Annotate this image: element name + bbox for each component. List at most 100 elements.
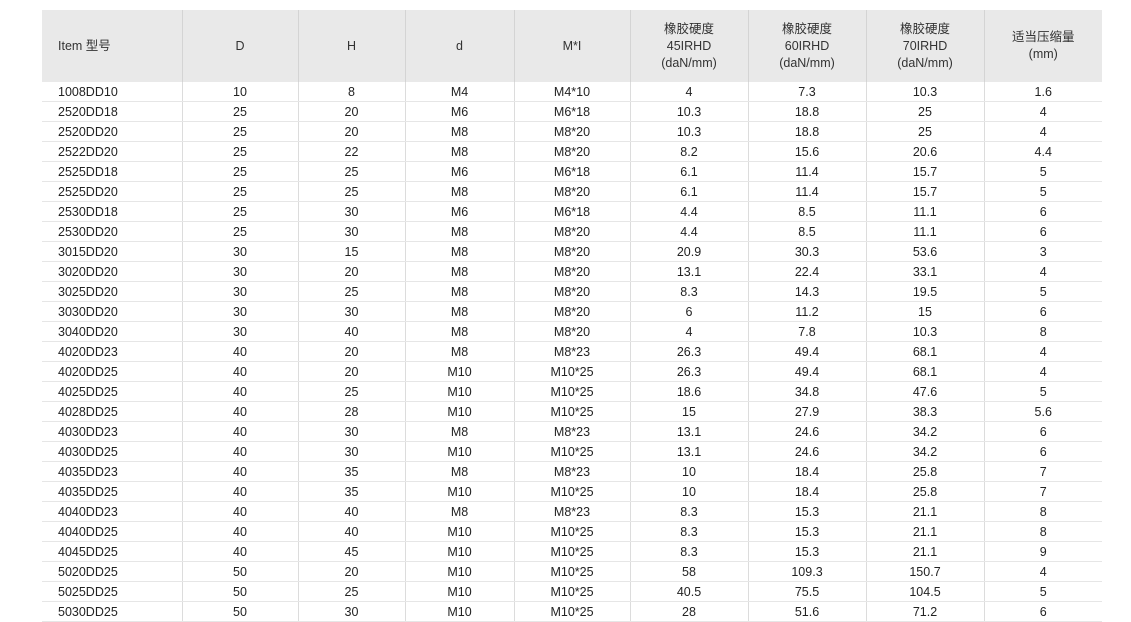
table-cell: 18.4 xyxy=(748,461,867,482)
table-cell: 68.1 xyxy=(866,361,985,382)
table-cell: M6 xyxy=(405,101,515,122)
table-cell: 40 xyxy=(182,461,299,482)
table-cell: 35 xyxy=(298,481,406,502)
table-cell: 40 xyxy=(182,381,299,402)
table-cell: M10 xyxy=(405,481,515,502)
table-cell: M8 xyxy=(405,461,515,482)
table-cell: 49.4 xyxy=(748,361,867,382)
table-cell: 22 xyxy=(298,141,406,162)
table-cell: 9 xyxy=(984,541,1102,562)
table-cell: M8 xyxy=(405,221,515,242)
table-cell: 15.7 xyxy=(866,181,985,202)
table-cell: M10 xyxy=(405,541,515,562)
table-cell: 18.6 xyxy=(630,381,749,402)
column-header: Item 型号 xyxy=(42,10,183,82)
table-cell: M8 xyxy=(405,341,515,362)
table-cell: 15.3 xyxy=(748,521,867,542)
table-cell: 1.6 xyxy=(984,82,1102,102)
table-cell: 1008DD10 xyxy=(42,82,183,102)
table-cell: M8*20 xyxy=(514,281,631,302)
table-cell: 50 xyxy=(182,561,299,582)
table-cell: 15 xyxy=(630,401,749,422)
table-cell: 109.3 xyxy=(748,561,867,582)
table-cell: 26.3 xyxy=(630,341,749,362)
table-cell: 25 xyxy=(182,221,299,242)
table-cell: 8.3 xyxy=(630,541,749,562)
table-row: 2530DD18 25 30 M6 M6*18 4.4 8.5 11.1 6 xyxy=(42,201,1102,222)
table-cell: M10*25 xyxy=(514,441,631,462)
table-cell: M8*20 xyxy=(514,141,631,162)
table-cell: 3015DD20 xyxy=(42,241,183,262)
table-cell: 40 xyxy=(182,401,299,422)
table-row: 4040DD25 40 40 M10 M10*25 8.3 15.3 21.1 8 xyxy=(42,521,1102,542)
table-cell: 8 xyxy=(984,521,1102,542)
table-cell: 50 xyxy=(182,581,299,602)
table-cell: 20 xyxy=(298,341,406,362)
table-cell: 40 xyxy=(182,481,299,502)
table-cell: M6*18 xyxy=(514,201,631,222)
table-cell: 4020DD23 xyxy=(42,341,183,362)
table-cell: 4025DD25 xyxy=(42,381,183,402)
table-row: 4045DD25 40 45 M10 M10*25 8.3 15.3 21.1 9 xyxy=(42,541,1102,562)
table-cell: 6.1 xyxy=(630,161,749,182)
table-cell: 11.4 xyxy=(748,161,867,182)
table-cell: 15 xyxy=(298,241,406,262)
table-cell: 40 xyxy=(182,441,299,462)
table-cell: 7.8 xyxy=(748,321,867,342)
table-cell: M8*20 xyxy=(514,261,631,282)
table-cell: M10*25 xyxy=(514,361,631,382)
table-row: 4028DD25 40 28 M10 M10*25 15 27.9 38.3 5.6 xyxy=(42,401,1102,422)
table-cell: 25 xyxy=(182,181,299,202)
table-cell: 30 xyxy=(182,261,299,282)
table-cell: M4*10 xyxy=(514,82,631,102)
table-cell: 11.1 xyxy=(866,221,985,242)
table-cell: 35 xyxy=(298,461,406,482)
table-cell: 45 xyxy=(298,541,406,562)
table-cell: M8 xyxy=(405,301,515,322)
table-cell: 2525DD18 xyxy=(42,161,183,182)
table-cell: 6.1 xyxy=(630,181,749,202)
table-cell: 8.5 xyxy=(748,201,867,222)
table-cell: 20.6 xyxy=(866,141,985,162)
table-cell: 3025DD20 xyxy=(42,281,183,302)
table-cell: M6*18 xyxy=(514,161,631,182)
table-cell: 47.6 xyxy=(866,381,985,402)
table-cell: 104.5 xyxy=(866,581,985,602)
table-cell: M8 xyxy=(405,181,515,202)
table-cell: 8.3 xyxy=(630,521,749,542)
table-cell: 30 xyxy=(182,301,299,322)
table-cell: M10*25 xyxy=(514,581,631,602)
table-cell: 19.5 xyxy=(866,281,985,302)
table-cell: 5020DD25 xyxy=(42,561,183,582)
table-cell: 49.4 xyxy=(748,341,867,362)
table-cell: 15.3 xyxy=(748,501,867,522)
table-cell: 5 xyxy=(984,181,1102,202)
table-cell: 40 xyxy=(182,341,299,362)
table-cell: 30 xyxy=(298,441,406,462)
table-cell: 53.6 xyxy=(866,241,985,262)
table-cell: 10.3 xyxy=(866,321,985,342)
table-cell: 40 xyxy=(182,361,299,382)
table-cell: M8 xyxy=(405,241,515,262)
table-cell: 28 xyxy=(298,401,406,422)
table-cell: 4020DD25 xyxy=(42,361,183,382)
table-cell: 30 xyxy=(298,201,406,222)
table-cell: 10.3 xyxy=(630,101,749,122)
table-cell: 25 xyxy=(298,381,406,402)
table-cell: 4 xyxy=(984,101,1102,122)
table-cell: 25 xyxy=(298,161,406,182)
table-cell: 6 xyxy=(984,221,1102,242)
table-cell: M10*25 xyxy=(514,541,631,562)
table-cell: M8*23 xyxy=(514,501,631,522)
table-cell: 11.4 xyxy=(748,181,867,202)
table-cell: M10 xyxy=(405,521,515,542)
table-cell: M8*23 xyxy=(514,421,631,442)
table-cell: M4 xyxy=(405,82,515,102)
table-cell: 14.3 xyxy=(748,281,867,302)
table-row: 3025DD20 30 25 M8 M8*20 8.3 14.3 19.5 5 xyxy=(42,281,1102,302)
table-row: 3030DD20 30 30 M8 M8*20 6 11.2 15 6 xyxy=(42,301,1102,322)
table-cell: 30 xyxy=(298,221,406,242)
table-cell: 25 xyxy=(866,101,985,122)
column-header: 橡胶硬度 60IRHD (daN/mm) xyxy=(748,10,867,82)
table-row: 2525DD20 25 25 M8 M8*20 6.1 11.4 15.7 5 xyxy=(42,181,1102,202)
